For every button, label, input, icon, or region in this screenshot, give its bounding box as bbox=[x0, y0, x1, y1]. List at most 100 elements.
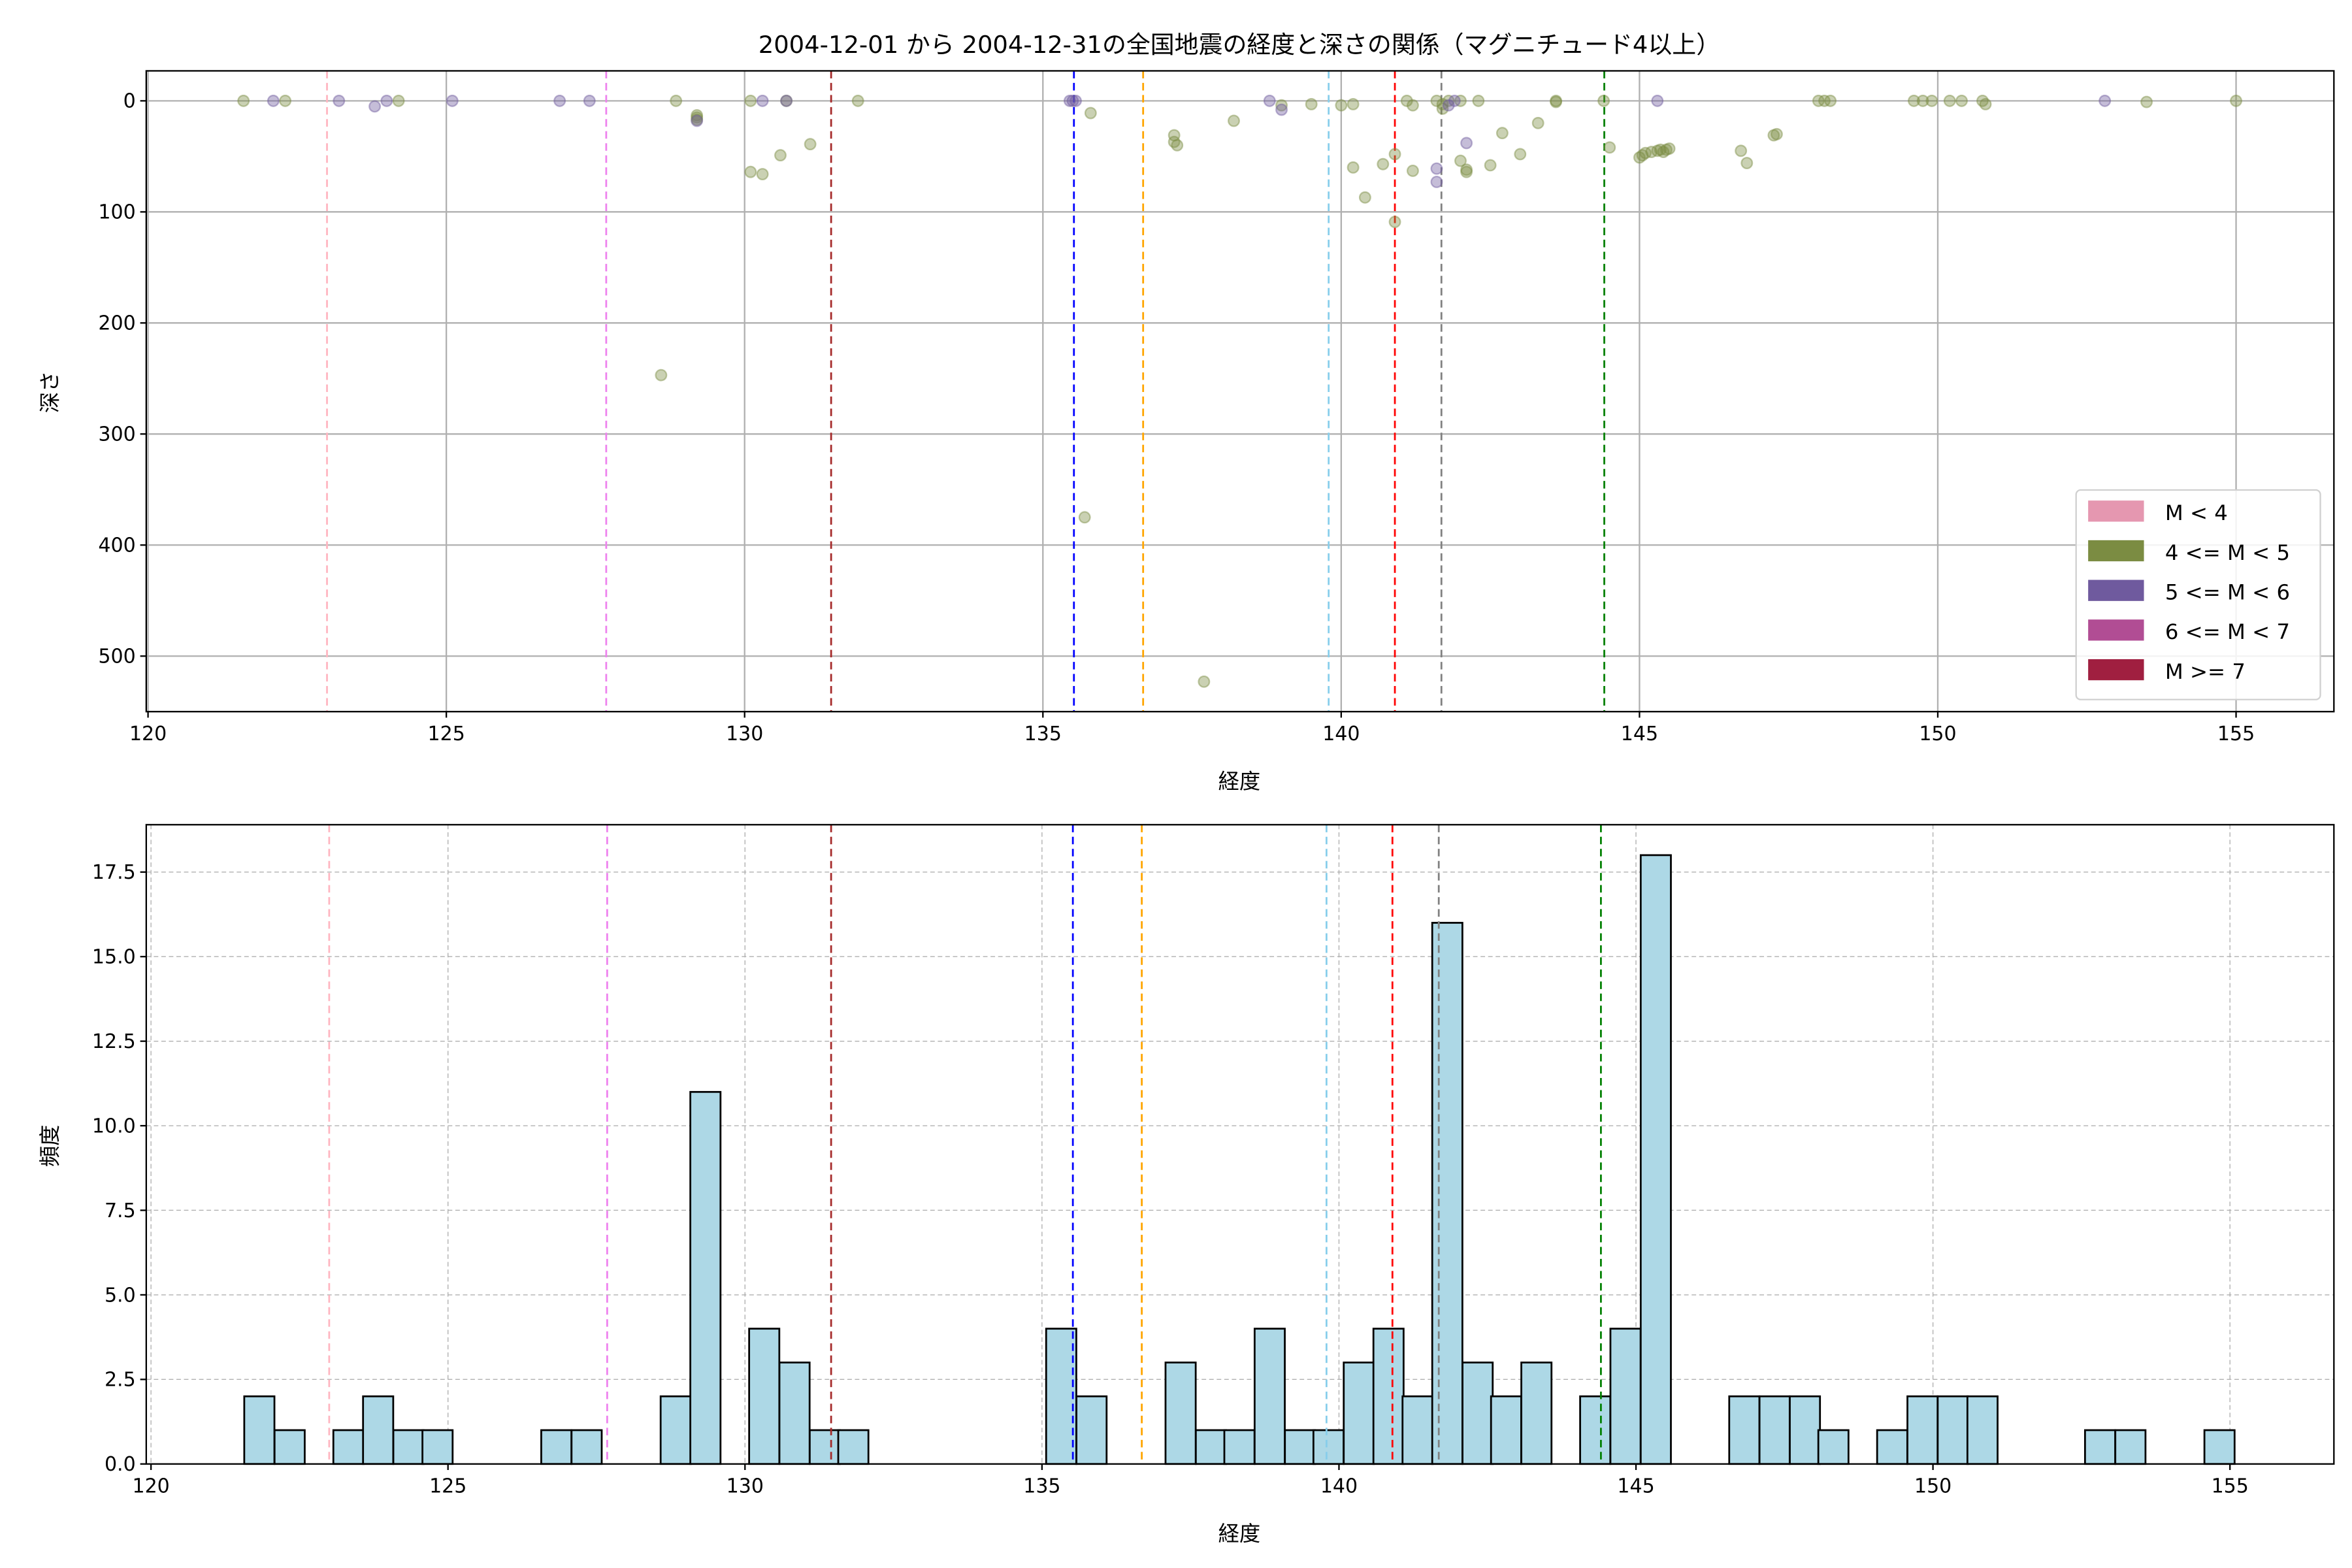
histogram-bar bbox=[1789, 1395, 1821, 1465]
scatter-point bbox=[1639, 146, 1652, 159]
scatter-point bbox=[655, 368, 668, 382]
scatter-point bbox=[267, 94, 280, 107]
scatter-point bbox=[1472, 94, 1485, 107]
scatter-point bbox=[1767, 129, 1780, 142]
scatter-point bbox=[1275, 103, 1288, 116]
scatter-point bbox=[1955, 94, 1968, 107]
scatter-point bbox=[368, 100, 382, 113]
x-tick-label: 135 bbox=[1024, 723, 1062, 745]
scatter-point bbox=[1603, 141, 1616, 154]
histogram-bar bbox=[2203, 1429, 2236, 1465]
scatter-point bbox=[756, 168, 769, 181]
histogram-bar bbox=[540, 1429, 573, 1465]
histogram-bar bbox=[243, 1395, 276, 1465]
histogram-bar bbox=[1728, 1395, 1761, 1465]
histogram-bar bbox=[2114, 1429, 2147, 1465]
histogram-bar bbox=[1609, 1328, 1642, 1465]
x-tick-label: 145 bbox=[1621, 723, 1658, 745]
histogram-bar bbox=[1343, 1362, 1375, 1465]
x-tick-label: 125 bbox=[429, 1475, 466, 1498]
scatter-point bbox=[1916, 94, 1929, 107]
y-tick-label: 100 bbox=[98, 201, 135, 224]
scatter-point bbox=[279, 94, 292, 107]
x-tick-label: 155 bbox=[2217, 723, 2255, 745]
x-tick-label: 145 bbox=[1617, 1475, 1654, 1498]
scatter-point bbox=[583, 94, 596, 107]
histogram-bar bbox=[1639, 854, 1672, 1465]
histogram-xlabel: 経度 bbox=[1218, 1521, 1261, 1546]
histogram-bar bbox=[1936, 1395, 1969, 1465]
histogram-bar bbox=[659, 1395, 692, 1465]
histogram-bar bbox=[1966, 1395, 1999, 1465]
histogram-bar bbox=[1312, 1429, 1345, 1465]
histogram-bar bbox=[1164, 1362, 1197, 1465]
scatter-point bbox=[1448, 94, 1461, 107]
scatter-point bbox=[1660, 143, 1673, 156]
histogram-bar bbox=[1045, 1328, 1077, 1465]
scatter-point bbox=[1442, 99, 1455, 112]
legend-swatch bbox=[2088, 540, 2144, 562]
scatter-point bbox=[1347, 161, 1360, 174]
histogram-bar bbox=[689, 1090, 722, 1465]
scatter-point bbox=[1228, 114, 1240, 127]
histogram-bar bbox=[1194, 1429, 1227, 1465]
y-tick-label: 17.5 bbox=[92, 861, 136, 884]
x-tick-label: 140 bbox=[1320, 1475, 1358, 1498]
histogram-bar bbox=[1253, 1328, 1286, 1465]
x-tick-label: 130 bbox=[727, 1475, 764, 1498]
histogram-bar bbox=[273, 1429, 306, 1465]
scatter-point bbox=[1740, 157, 1754, 170]
axes-frame bbox=[145, 70, 2335, 713]
y-tick-label: 0.0 bbox=[105, 1453, 136, 1476]
y-tick-label: 500 bbox=[98, 645, 135, 668]
histogram-bar bbox=[1223, 1429, 1256, 1465]
x-tick-label: 150 bbox=[1919, 723, 1956, 745]
scatter-point bbox=[1633, 151, 1646, 164]
scatter-point bbox=[780, 94, 793, 107]
scatter-point bbox=[1654, 143, 1667, 156]
scatter-point bbox=[1305, 97, 1318, 110]
x-tick-label: 125 bbox=[428, 723, 465, 745]
scatter-point bbox=[1454, 154, 1467, 167]
scatter-point bbox=[1454, 94, 1467, 107]
y-tick-label: 0 bbox=[123, 90, 136, 113]
scatter-point bbox=[1645, 146, 1658, 159]
scatter-point bbox=[2099, 94, 2112, 107]
scatter-point bbox=[1388, 148, 1401, 161]
scatter-point bbox=[1663, 142, 1676, 155]
scatter-point bbox=[1597, 94, 1610, 107]
scatter-point bbox=[1657, 146, 1670, 159]
x-tick-label: 120 bbox=[132, 1475, 169, 1498]
scatter-point bbox=[1436, 97, 1449, 110]
scatter-point bbox=[446, 94, 459, 107]
x-tick-label: 140 bbox=[1322, 723, 1360, 745]
scatter-point bbox=[1976, 94, 1989, 107]
histogram-bar bbox=[362, 1395, 395, 1465]
scatter-ylabel: 深さ bbox=[38, 371, 63, 414]
scatter-point bbox=[1460, 163, 1473, 176]
scatter-point bbox=[1430, 94, 1443, 107]
scatter-point bbox=[691, 114, 704, 127]
y-tick-label: 400 bbox=[98, 534, 135, 557]
scatter-point bbox=[2230, 94, 2243, 107]
scatter-point bbox=[1824, 94, 1837, 107]
scatter-point bbox=[1388, 216, 1401, 229]
scatter-point bbox=[1078, 511, 1091, 524]
histogram-bar bbox=[1372, 1328, 1405, 1465]
scatter-point bbox=[1550, 95, 1563, 108]
histogram-bar bbox=[421, 1429, 454, 1465]
scatter-point bbox=[1514, 148, 1527, 161]
scatter-point bbox=[1943, 94, 1956, 107]
scatter-point bbox=[744, 165, 757, 178]
legend-label: M < 4 bbox=[2165, 500, 2228, 525]
x-tick-label: 155 bbox=[2212, 1475, 2249, 1498]
scatter-xlabel: 経度 bbox=[1218, 769, 1261, 794]
histogram-bar bbox=[1758, 1395, 1791, 1465]
scatter-point bbox=[1406, 99, 1419, 112]
scatter-point bbox=[392, 94, 405, 107]
scatter-point bbox=[1460, 137, 1473, 150]
scatter-point bbox=[1358, 191, 1371, 204]
scatter-point bbox=[1550, 94, 1563, 107]
histogram-bar bbox=[332, 1429, 365, 1465]
